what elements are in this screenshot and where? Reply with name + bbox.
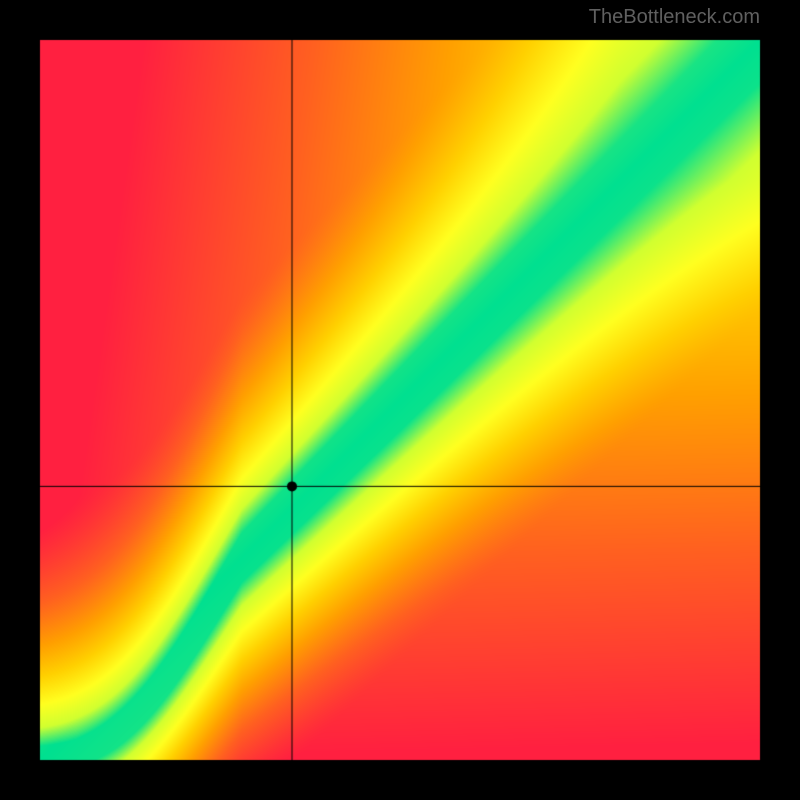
heatmap-canvas — [0, 0, 800, 800]
chart-container: TheBottleneck.com — [0, 0, 800, 800]
watermark-text: TheBottleneck.com — [589, 6, 760, 29]
